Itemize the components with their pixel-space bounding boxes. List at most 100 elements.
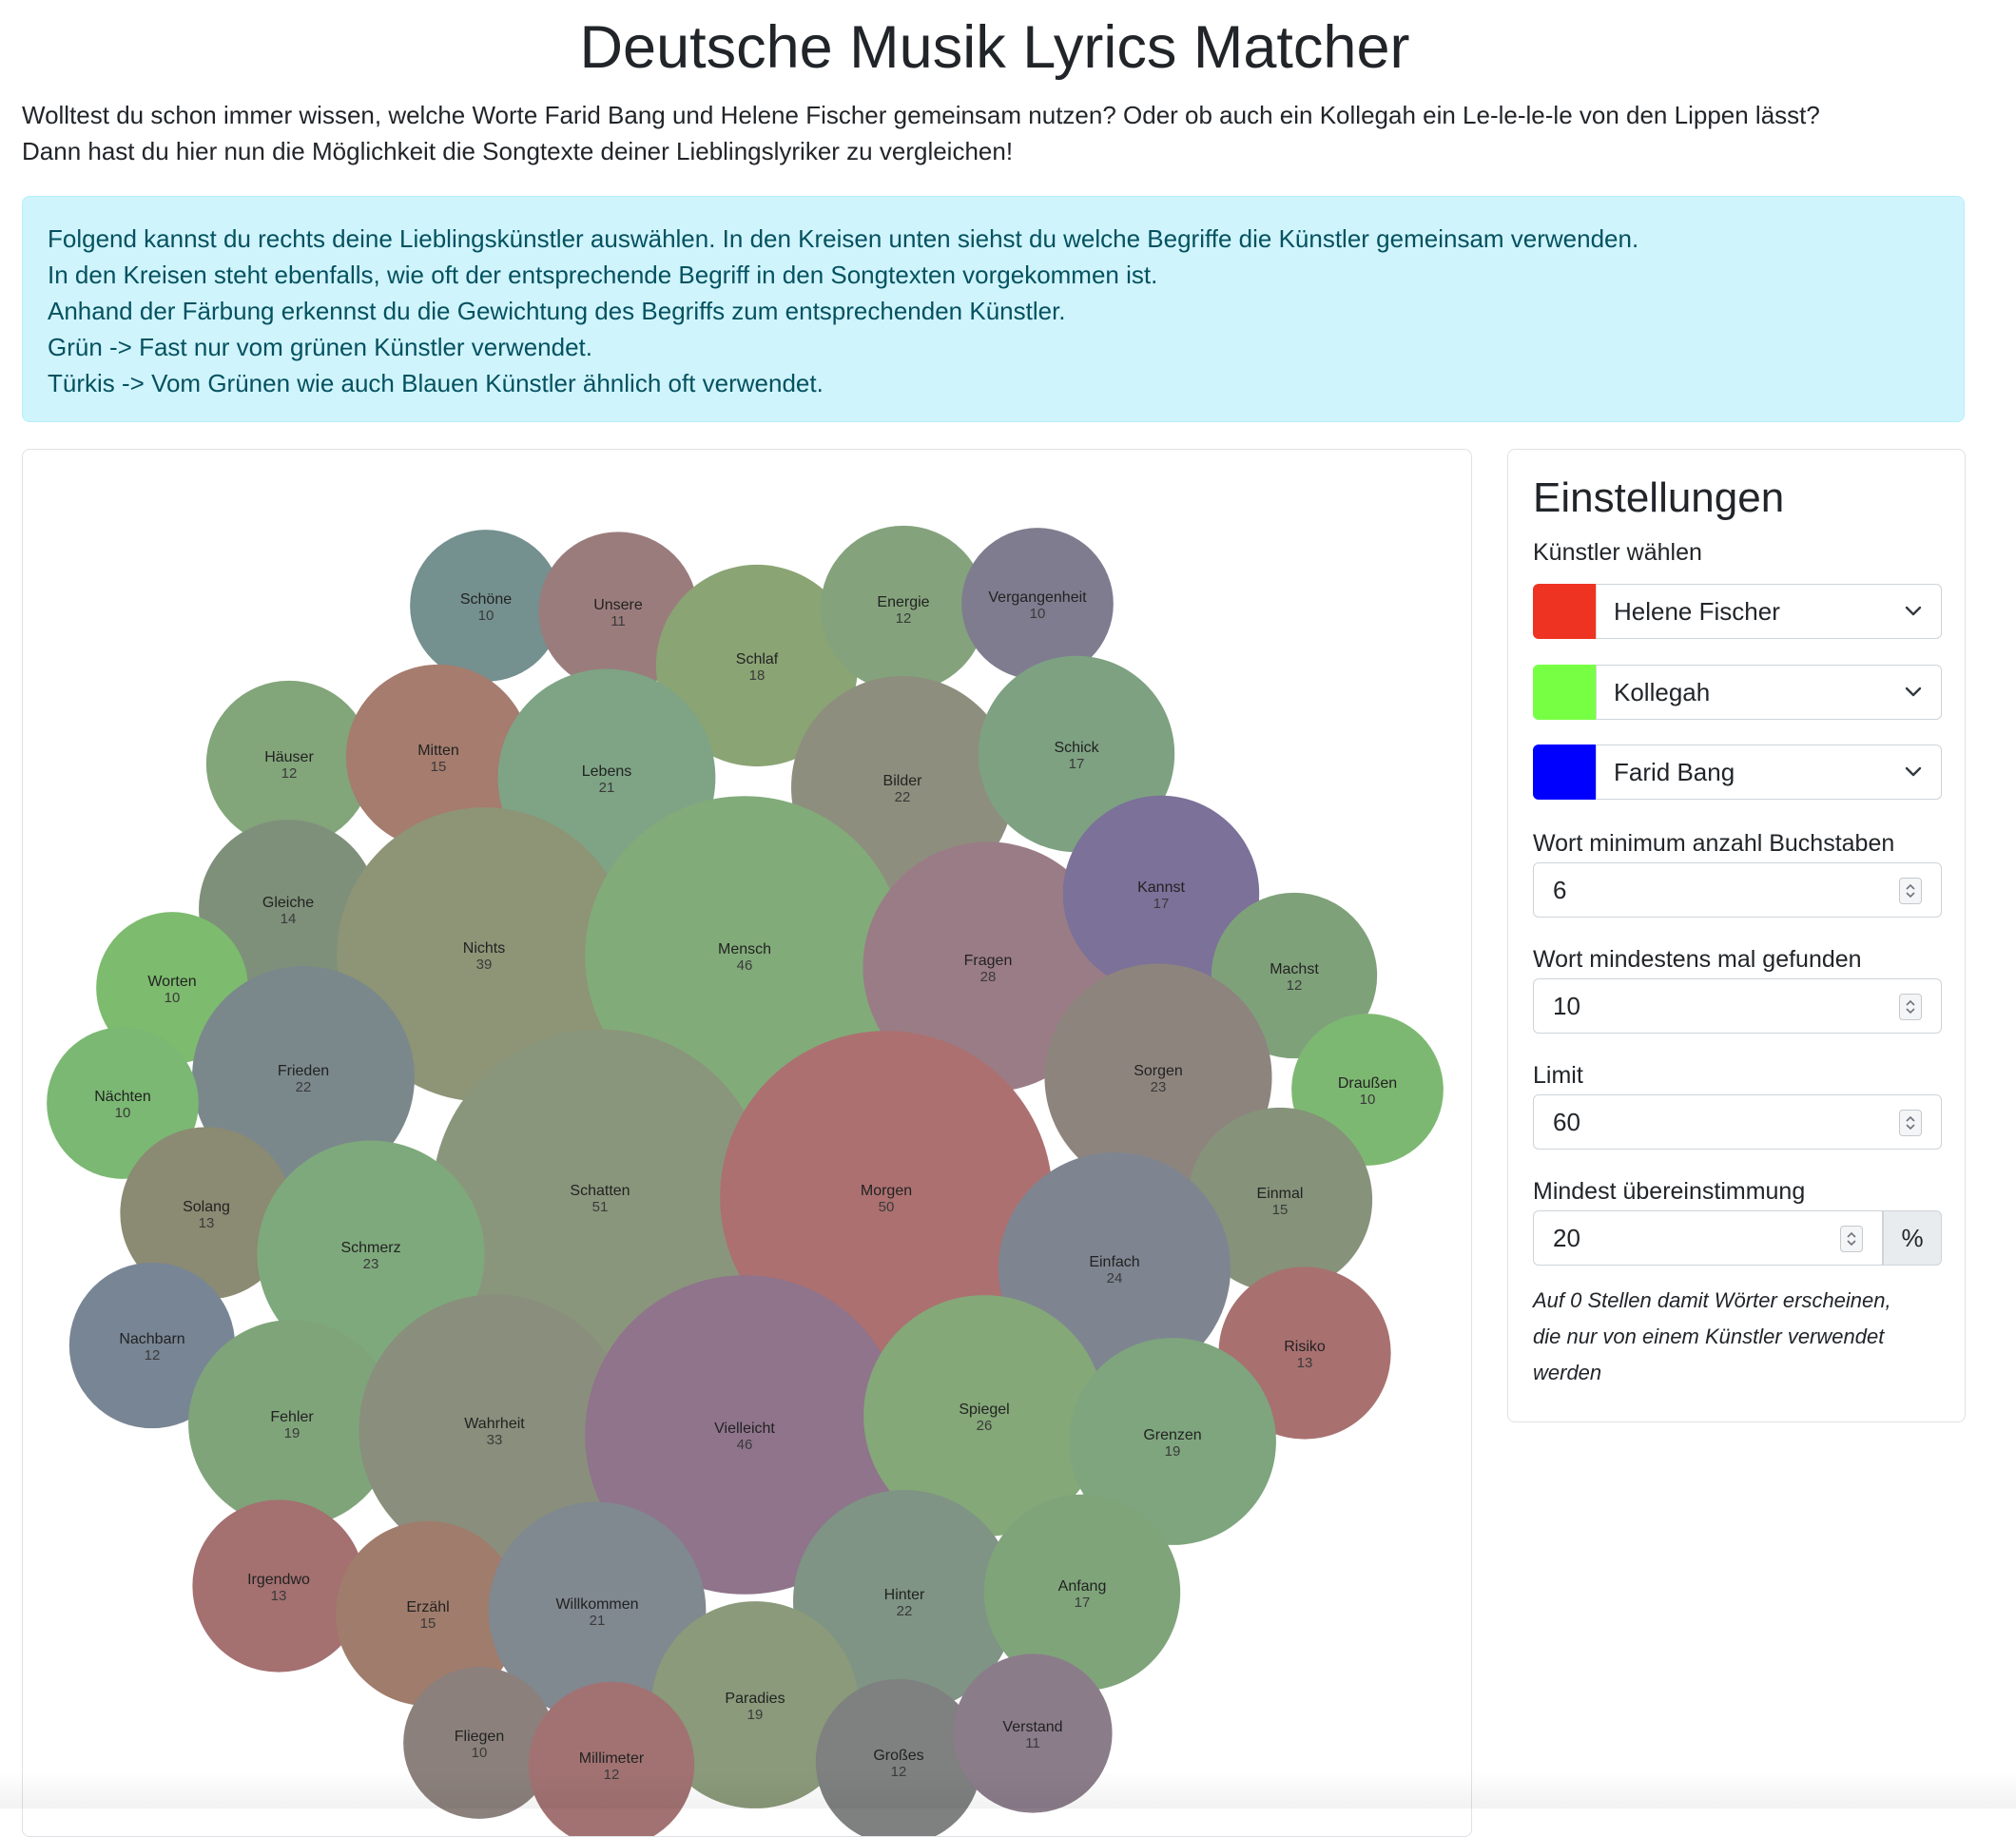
bubble-count-label: 46 [737,1437,753,1453]
bubble-circle [961,528,1114,680]
bubble-circle [983,1494,1181,1692]
artist-row-2: Kollegah [1533,665,1942,720]
limit-input[interactable]: 60 [1533,1094,1942,1150]
limit-spinner[interactable] [1899,1110,1922,1136]
artist-row-1: Helene Fischer [1533,584,1942,639]
bubble-word-label: Schmerz [340,1240,400,1256]
bubble-count-label: 33 [487,1432,503,1448]
bubble-count-label: 22 [895,789,911,805]
min-letters-spinner[interactable] [1899,878,1922,904]
artist-2-color-swatch[interactable] [1533,665,1596,720]
artist-1-select[interactable]: Helene Fischer [1596,584,1942,639]
bubble-count-label: 28 [980,969,997,985]
bubble-word-label: Häuser [264,749,314,765]
bubble-count-label: 17 [1069,756,1085,772]
bubble-count-label: 10 [1030,606,1046,622]
min-letters-value: 6 [1553,876,1567,904]
bubble-word-label: Nichts [463,940,505,957]
hint-line: werden [1533,1361,1602,1384]
bubble-word-label: Schlaf [736,651,779,667]
artist-3-color-swatch[interactable] [1533,744,1596,800]
bubble-count-label: 13 [199,1215,215,1231]
artist-2-select[interactable]: Kollegah [1596,665,1942,720]
bubble-circle [192,1499,365,1673]
match-label: Mindest übereinstimmung [1533,1178,1806,1205]
match-value: 20 [1553,1224,1580,1252]
bubble-word-label: Vielleicht [714,1421,775,1437]
bubble-circle [815,1678,982,1836]
match-hint: Auf 0 Stellen damit Wörter erscheinen, d… [1533,1283,1932,1391]
bubble-circle [528,1681,695,1836]
bubble-word-label: Millimeter [579,1750,645,1767]
artist-1-color-swatch[interactable] [1533,584,1596,639]
bubble-word-label: Schatten [570,1183,630,1199]
bubble-count-label: 15 [420,1615,436,1632]
bubble-count-label: 14 [281,911,297,927]
limit-value: 60 [1553,1108,1580,1136]
info-alert: Folgend kannst du rechts deine Lieblings… [22,196,1965,422]
bubble-word-label: Einmal [1257,1186,1304,1202]
bubble-count-label: 21 [590,1613,606,1629]
bubble-circle [1069,1338,1276,1545]
bubble-word-label: Fehler [270,1409,314,1425]
intro-line: Wolltest du schon immer wissen, welche W… [22,101,1820,129]
bubble-count-label: 51 [592,1199,609,1215]
chevron-down-icon [1905,686,1922,697]
bubble-count-label: 13 [271,1588,287,1604]
bottom-fade [0,1770,2016,1808]
hint-line: Auf 0 Stellen damit Wörter erscheinen, [1533,1288,1891,1312]
bubble-count-label: 17 [1075,1595,1091,1611]
bubble-count-label: 15 [431,759,447,775]
settings-panel: Einstellungen Künstler wählen Helene Fis… [1507,449,1966,1422]
bubble-word-label: Frieden [278,1063,329,1079]
bubble-word-label: Großes [873,1748,923,1764]
spinner-arrows-icon [1847,1231,1856,1247]
info-line: In den Kreisen steht ebenfalls, wie oft … [48,261,1158,289]
artist-1-name: Helene Fischer [1614,597,1780,626]
bubble-count-label: 12 [1287,977,1303,994]
min-letters-input[interactable]: 6 [1533,862,1942,918]
bubble-word-label: Kannst [1137,880,1185,896]
min-found-input[interactable]: 10 [1533,978,1942,1034]
bubble-count-label: 26 [977,1418,993,1434]
bubble-count-label: 23 [363,1256,379,1272]
page-title: Deutsche Musik Lyrics Matcher [579,14,1410,81]
bubble-circle [820,525,987,692]
intro-text: Wolltest du schon immer wissen, welche W… [22,97,1971,169]
bubble-word-label: Schick [1054,740,1099,756]
bubble-circle [403,1667,555,1819]
match-spinner[interactable] [1840,1226,1863,1252]
artist-3-select[interactable]: Farid Bang [1596,744,1942,800]
intro-line: Dann hast du hier nun die Möglichkeit di… [22,137,1014,165]
bubble-word-label: Draußen [1338,1075,1397,1092]
bubble-count-label: 12 [604,1767,620,1783]
bubble-word-label: Solang [183,1199,230,1215]
bubble-count-label: 22 [897,1603,913,1619]
bubble-circle [120,1127,293,1300]
min-found-spinner[interactable] [1899,994,1922,1020]
bubble-circle [345,664,532,850]
bubble-word-label: Grenzen [1143,1427,1201,1443]
bubble-circle [432,1029,768,1365]
bubble-count-label: 46 [737,957,753,974]
match-input[interactable]: 20 [1533,1210,1883,1266]
bubble-word-label: Nachbarn [119,1331,184,1347]
bubble-word-label: Energie [877,594,929,610]
